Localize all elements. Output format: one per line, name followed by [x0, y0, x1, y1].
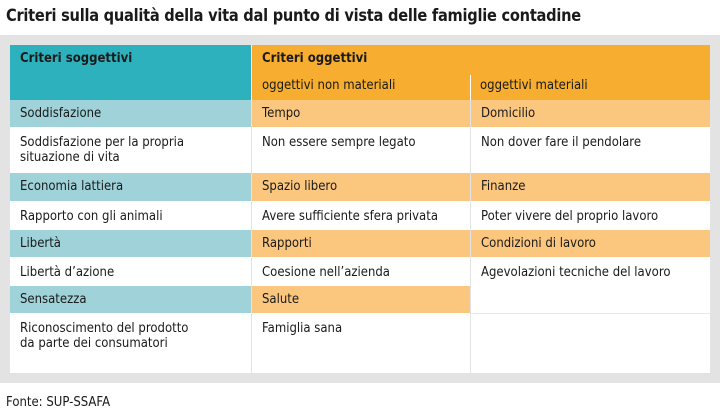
table-cell-empty [471, 286, 710, 313]
column-divider [470, 100, 471, 373]
table-cell: Domicilio [471, 100, 710, 127]
source-note: Fonte: SUP-SSAFA [6, 395, 111, 410]
table-row: Rapporto con gli animali [20, 209, 163, 224]
table-cell: Poter vivere del proprio lavoro [481, 209, 659, 224]
header-objective: Criteri oggettivi [252, 45, 710, 73]
criteria-table: Criteri soggettivi Criteri oggettivi ogg… [10, 45, 710, 373]
table-row: Riconoscimento del prodotto da parte dei … [20, 321, 189, 351]
table-cell: Non dover fare il pendolare [481, 135, 642, 150]
header-non-material: oggettivi non materiali [252, 73, 470, 100]
table-row: Soddisfazione [10, 100, 251, 127]
table-row: Soddisfazione per la propria situazione d… [20, 135, 185, 165]
table-row: Economia lattiera [10, 173, 251, 201]
header-subjective: Criteri soggettivi [10, 45, 251, 100]
page-title: Criteri sulla qualità della vita dal pun… [6, 6, 581, 26]
table-row: Libertà d’azione [20, 265, 115, 280]
table-cell: Non essere sempre legato [262, 135, 416, 150]
table-cell: Agevolazioni tecniche del lavoro [481, 265, 671, 280]
table-row: Sensatezza [10, 286, 251, 313]
table-cell: Famiglia sana [262, 321, 343, 336]
header-divider [470, 75, 471, 100]
table-row: Libertà [10, 230, 251, 257]
column-divider [251, 100, 252, 373]
header-material: oggettivi materiali [470, 73, 710, 100]
table-cell: Condizioni di lavoro [471, 230, 710, 257]
table-cell: Avere sufficiente sfera privata [262, 209, 438, 224]
table-cell: Finanze [471, 173, 710, 201]
table-cell: Tempo [252, 100, 470, 127]
table-cell: Rapporti [252, 230, 470, 257]
table-cell: Salute [252, 286, 470, 313]
table-frame: Criteri soggettivi Criteri oggettivi ogg… [0, 35, 720, 383]
table-cell-empty [471, 313, 710, 373]
table-cell: Coesione nell’azienda [262, 265, 390, 280]
row-divider [471, 313, 710, 314]
table-cell: Spazio libero [252, 173, 470, 201]
